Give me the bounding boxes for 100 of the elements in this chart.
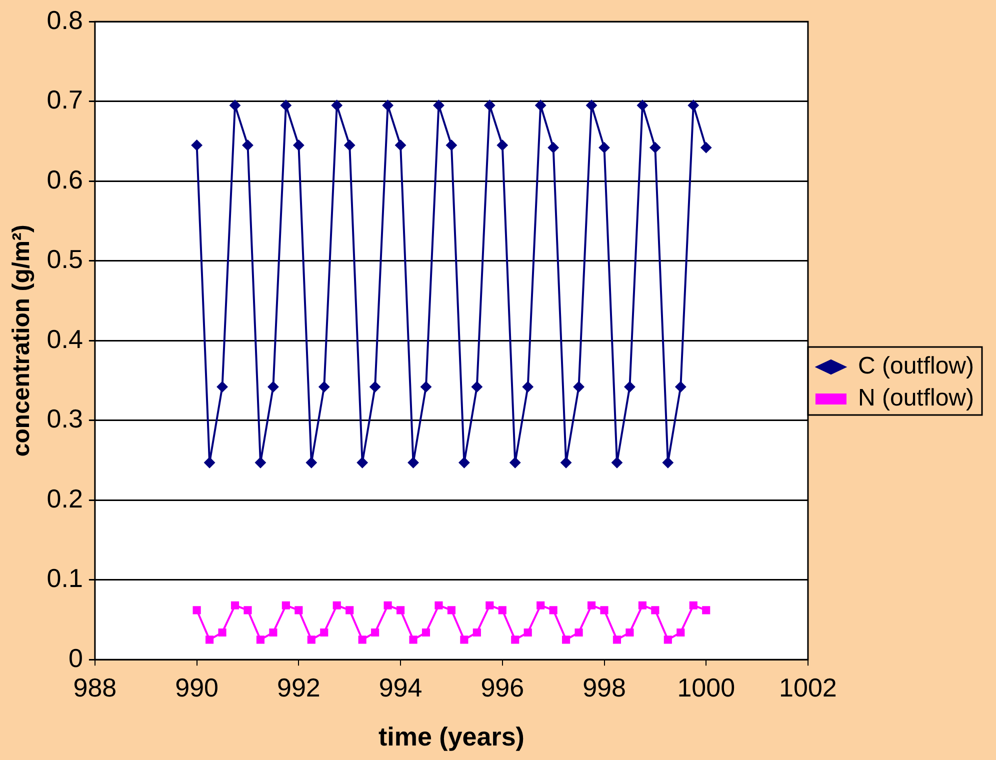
point [700, 142, 712, 154]
point [382, 100, 394, 111]
point [636, 100, 648, 111]
x-tick-label: 998 [582, 672, 626, 702]
point [524, 628, 532, 637]
x-tick-label: 994 [378, 672, 422, 702]
point [420, 381, 432, 392]
point [408, 457, 419, 468]
point [269, 628, 278, 637]
point [689, 601, 698, 610]
point [306, 457, 317, 468]
point [574, 628, 583, 637]
point [600, 606, 608, 614]
point [206, 636, 214, 644]
point [230, 100, 241, 111]
point [562, 636, 570, 644]
point [638, 601, 646, 610]
point [244, 606, 252, 614]
point [702, 606, 710, 614]
point [370, 381, 381, 392]
point [346, 606, 354, 614]
x-tick-label: 1000 [677, 672, 736, 702]
point [293, 140, 304, 151]
point [191, 140, 202, 151]
point [560, 457, 572, 468]
point [422, 628, 430, 637]
point [434, 601, 443, 610]
point [395, 140, 406, 151]
x-tick-label: 996 [480, 672, 524, 702]
point [522, 381, 534, 392]
point [268, 381, 279, 392]
point [484, 100, 496, 111]
point [307, 636, 316, 644]
point [662, 457, 674, 468]
point [320, 628, 328, 637]
y-tick-label: 0.4 [46, 324, 83, 354]
point [536, 601, 545, 610]
x-axis-title: time (years) [378, 722, 524, 752]
x-tick-label: 992 [276, 672, 320, 702]
point [612, 636, 622, 644]
point [242, 140, 254, 151]
point [371, 628, 380, 637]
point [384, 601, 392, 610]
point [344, 140, 356, 151]
point [573, 381, 584, 392]
point [396, 606, 405, 614]
point [486, 601, 494, 610]
point [256, 636, 265, 644]
y-tick-label: 0.3 [46, 404, 83, 434]
y-tick-label: 0.2 [46, 483, 83, 514]
point [626, 628, 634, 637]
point [624, 381, 636, 392]
point [204, 457, 216, 468]
point [650, 142, 661, 154]
point [294, 606, 303, 614]
point [496, 140, 508, 151]
point [651, 606, 660, 614]
point [611, 457, 622, 468]
point [409, 636, 418, 644]
point [446, 140, 457, 151]
point [447, 606, 456, 614]
x-tick-label: 988 [73, 672, 117, 702]
point [218, 628, 226, 637]
point [318, 381, 330, 392]
point [356, 457, 368, 468]
point [254, 457, 266, 468]
point [458, 457, 470, 468]
point [586, 100, 598, 111]
legend-label: C (outflow) [858, 352, 974, 380]
point [358, 636, 366, 644]
point [675, 381, 686, 392]
point [549, 606, 558, 614]
point [587, 601, 596, 610]
y-tick-label: 0.7 [46, 84, 83, 115]
x-tick-label: 1002 [779, 672, 837, 702]
legend-label: N (outflow) [858, 384, 974, 412]
y-tick-label: 0.8 [46, 4, 83, 35]
point [433, 100, 444, 111]
point [548, 142, 559, 154]
point [688, 100, 699, 111]
point [598, 142, 610, 154]
point [511, 636, 520, 644]
y-tick-label: 0.5 [46, 244, 83, 274]
y-tick-label: 0.1 [46, 563, 83, 594]
point [498, 606, 506, 614]
point [471, 381, 482, 392]
point [331, 100, 342, 111]
point [192, 606, 201, 614]
point [472, 628, 481, 637]
y-tick-label: 0.6 [46, 164, 83, 194]
x-tick-label: 990 [175, 672, 218, 702]
y-tick-label: 0 [68, 642, 83, 673]
point [216, 381, 228, 392]
point [664, 636, 672, 644]
point [282, 601, 290, 610]
point [676, 628, 685, 637]
point [510, 457, 521, 468]
y-axis-title: concentration (g/m²) [8, 224, 36, 457]
point [535, 100, 546, 111]
point [332, 601, 341, 610]
